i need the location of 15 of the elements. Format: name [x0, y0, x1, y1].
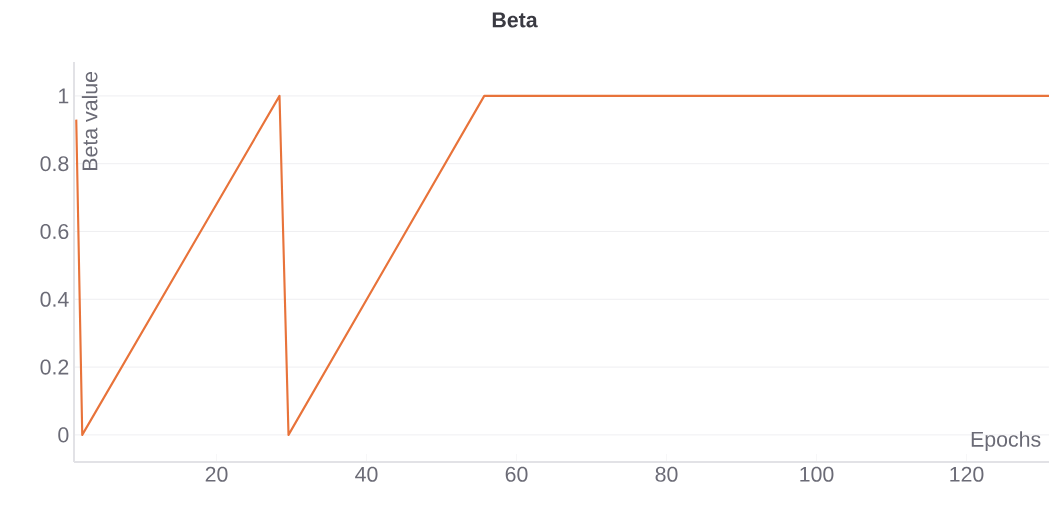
chart-title: Beta	[492, 12, 538, 28]
x-axis-title: Epochs	[971, 431, 1041, 452]
y-tick-label: 0.4	[40, 291, 69, 307]
x-tick-label: 80	[655, 466, 678, 482]
x-tick-label: 40	[355, 466, 378, 482]
x-tick-label: 120	[950, 466, 984, 482]
y-tick-label: 0.8	[40, 156, 69, 172]
y-tick-label: 0.6	[40, 223, 69, 240]
y-tick-label: 0	[58, 427, 69, 443]
x-tick-label: 20	[205, 466, 228, 482]
x-tick-label: 60	[505, 466, 528, 482]
y-tick-label: 1	[59, 88, 69, 104]
y-tick-label: 0.2	[40, 359, 69, 375]
y-axis-title: Beta value	[81, 71, 98, 170]
x-tick-label: 100	[800, 466, 834, 482]
